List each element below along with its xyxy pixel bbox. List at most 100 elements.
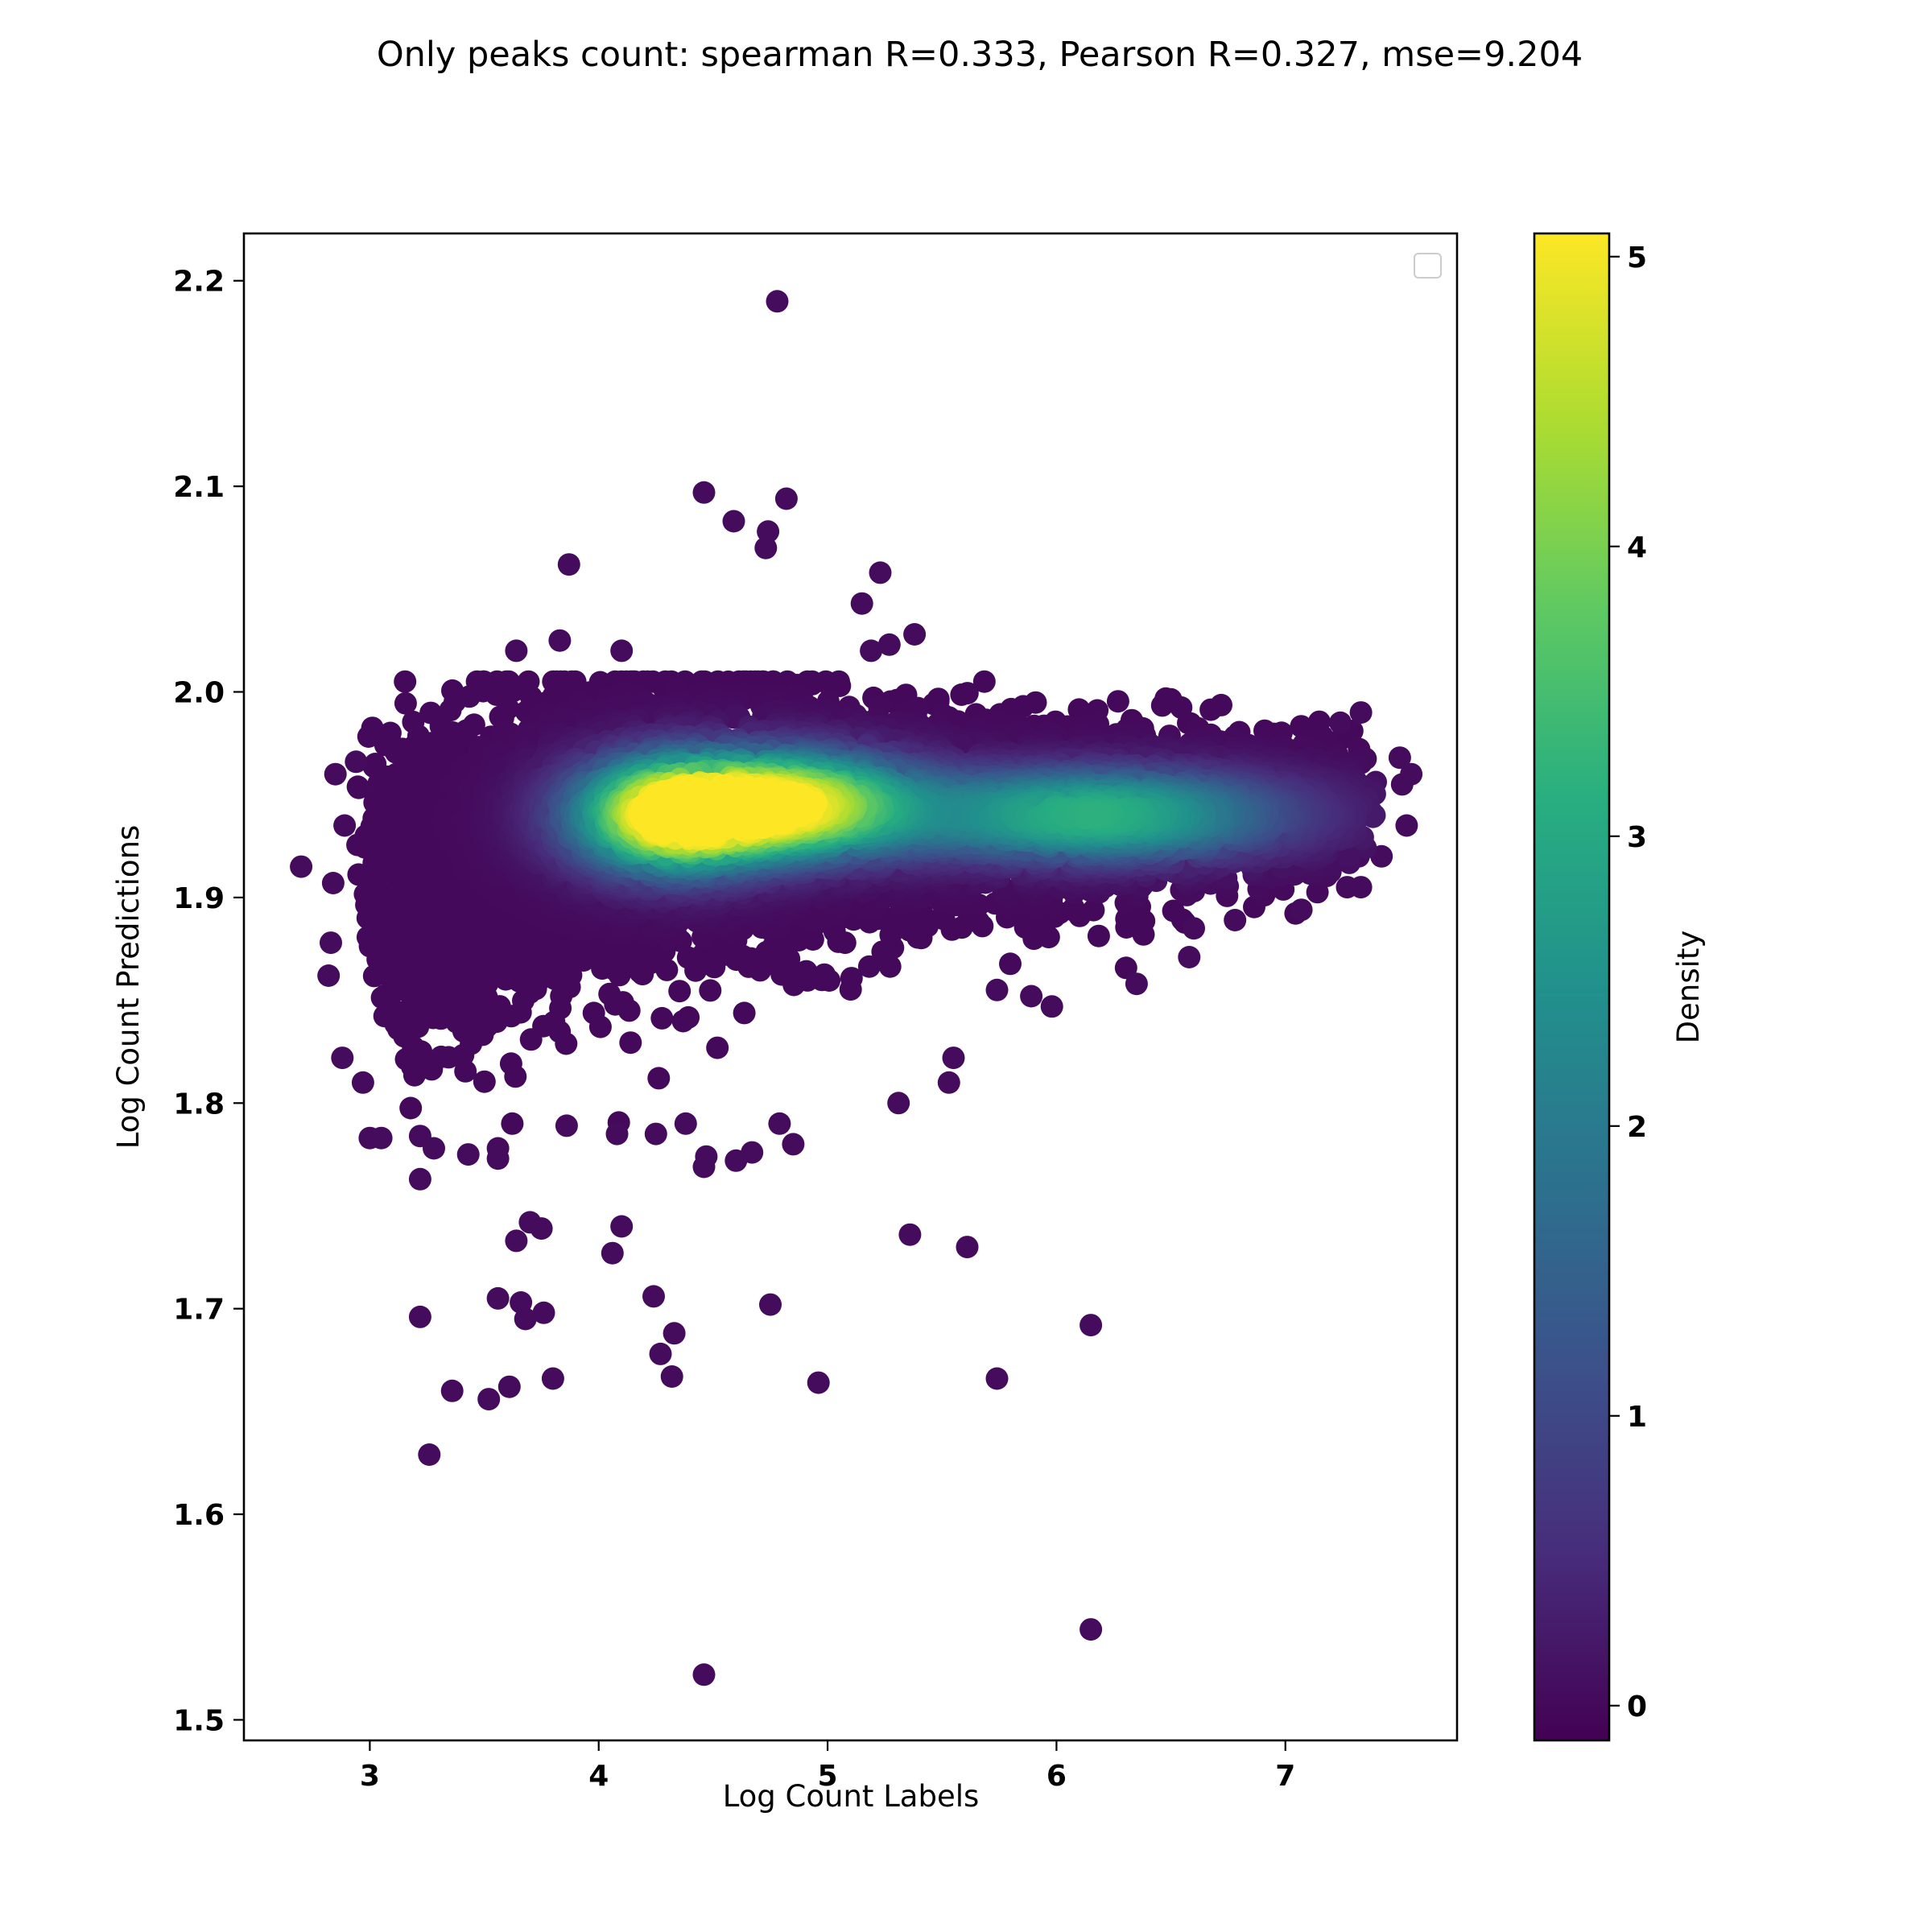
scatter-point bbox=[887, 1092, 910, 1115]
scatter-point bbox=[351, 1071, 374, 1094]
scatter-point bbox=[601, 1241, 624, 1265]
scatter-point bbox=[557, 553, 580, 576]
scatter-points bbox=[290, 290, 1423, 1686]
scatter-point bbox=[699, 979, 722, 1002]
scatter-point bbox=[505, 1229, 528, 1253]
scatter-point bbox=[722, 510, 745, 533]
scatter-point bbox=[692, 1663, 716, 1686]
scatter-point bbox=[1020, 985, 1043, 1008]
scatter-point bbox=[1087, 924, 1110, 947]
scatter-point bbox=[320, 931, 342, 955]
scatter-point bbox=[898, 1223, 922, 1246]
scatter-point bbox=[408, 1305, 431, 1328]
scatter-point bbox=[937, 1071, 960, 1094]
scatter-point bbox=[423, 1137, 445, 1160]
scatter-point bbox=[942, 1046, 965, 1070]
scatter-point bbox=[985, 978, 1009, 1001]
scatter-point bbox=[548, 629, 572, 652]
scatter-point bbox=[399, 1096, 423, 1120]
scatter-point bbox=[501, 1112, 524, 1135]
scatter-point bbox=[408, 1167, 431, 1191]
scatter-point bbox=[486, 1286, 510, 1310]
scatter-point bbox=[1125, 972, 1148, 996]
scatter-point bbox=[733, 1001, 756, 1025]
scatter-point bbox=[345, 750, 368, 774]
scatter-point bbox=[644, 1122, 667, 1146]
scatter-point bbox=[650, 1006, 674, 1030]
scatter-point bbox=[674, 1112, 697, 1135]
scatter-point bbox=[369, 1126, 393, 1150]
scatter-point bbox=[1349, 876, 1373, 899]
scatter-point bbox=[1224, 909, 1247, 931]
scatter-point bbox=[1114, 956, 1137, 980]
scatter-point bbox=[956, 1236, 979, 1259]
scatter-point bbox=[768, 1112, 791, 1135]
scatter-point bbox=[695, 1145, 718, 1168]
scatter-point bbox=[456, 1143, 480, 1166]
scatter-point bbox=[972, 670, 996, 693]
scatter-point bbox=[394, 691, 417, 715]
scatter-point bbox=[486, 1137, 510, 1160]
scatter-point bbox=[1162, 899, 1185, 923]
scatter-point bbox=[950, 683, 973, 706]
scatter-point bbox=[394, 670, 417, 693]
scatter-point bbox=[706, 1036, 729, 1059]
scatter-point bbox=[331, 1046, 354, 1070]
scatter-point bbox=[850, 592, 873, 615]
scatter-point bbox=[610, 639, 634, 663]
scatter-point bbox=[985, 1367, 1009, 1390]
scatter-point bbox=[807, 1371, 830, 1394]
scatter-point bbox=[1080, 1314, 1103, 1337]
scatter-point bbox=[541, 1367, 564, 1390]
scatter-point bbox=[1178, 946, 1201, 968]
scatter-point bbox=[668, 980, 691, 1003]
scatter-point bbox=[840, 967, 863, 990]
scatter-point bbox=[782, 1133, 805, 1156]
scatter-point bbox=[1395, 814, 1418, 837]
scatter-point bbox=[857, 955, 881, 978]
scatter-point bbox=[1183, 917, 1205, 940]
scatter-point bbox=[1150, 694, 1174, 717]
scatter-point bbox=[321, 872, 345, 894]
scatter-point bbox=[502, 679, 526, 702]
scatter-point bbox=[610, 1215, 634, 1238]
scatter-point bbox=[347, 863, 370, 886]
scatter-point bbox=[741, 1141, 764, 1164]
scatter-point bbox=[324, 762, 347, 786]
scatter-point bbox=[317, 964, 341, 987]
scatter-point bbox=[999, 952, 1022, 976]
scatter-point bbox=[532, 1301, 555, 1324]
scatter-point bbox=[903, 623, 927, 646]
scatter-point bbox=[774, 487, 798, 510]
scatter-point bbox=[869, 561, 892, 584]
scatter-point bbox=[649, 1342, 672, 1365]
scatter-point bbox=[555, 1114, 578, 1137]
scatter-point bbox=[582, 1001, 605, 1025]
scatter-point bbox=[1040, 995, 1063, 1018]
scatter-point bbox=[1349, 701, 1373, 724]
chart-title: Only peaks count: spearman R=0.333, Pear… bbox=[377, 35, 1583, 75]
scatter-point bbox=[530, 1217, 553, 1241]
scatter-point bbox=[766, 290, 789, 313]
scatter-point bbox=[1199, 698, 1223, 721]
scatter-point bbox=[1082, 898, 1105, 922]
scatter-point bbox=[440, 1379, 464, 1402]
scatter-point bbox=[1388, 746, 1411, 770]
scatter-point bbox=[647, 1067, 671, 1090]
scatter-point bbox=[497, 1375, 521, 1398]
scatter-point bbox=[333, 814, 357, 837]
scatter-point bbox=[795, 960, 818, 983]
scatter-point bbox=[347, 776, 370, 799]
scatter-point bbox=[1329, 711, 1352, 734]
scatter-point bbox=[477, 1388, 501, 1411]
scatter-point bbox=[357, 725, 380, 748]
scatter-point bbox=[1306, 881, 1329, 904]
scatter-point bbox=[660, 1365, 683, 1388]
scatter-point bbox=[418, 1443, 441, 1466]
scatter-point bbox=[505, 639, 528, 663]
scatter-point bbox=[473, 1070, 496, 1093]
scatter-point bbox=[605, 1122, 629, 1146]
scatter-point bbox=[1080, 1618, 1103, 1641]
scatter-point bbox=[290, 855, 313, 878]
scatter-point bbox=[619, 1031, 642, 1055]
